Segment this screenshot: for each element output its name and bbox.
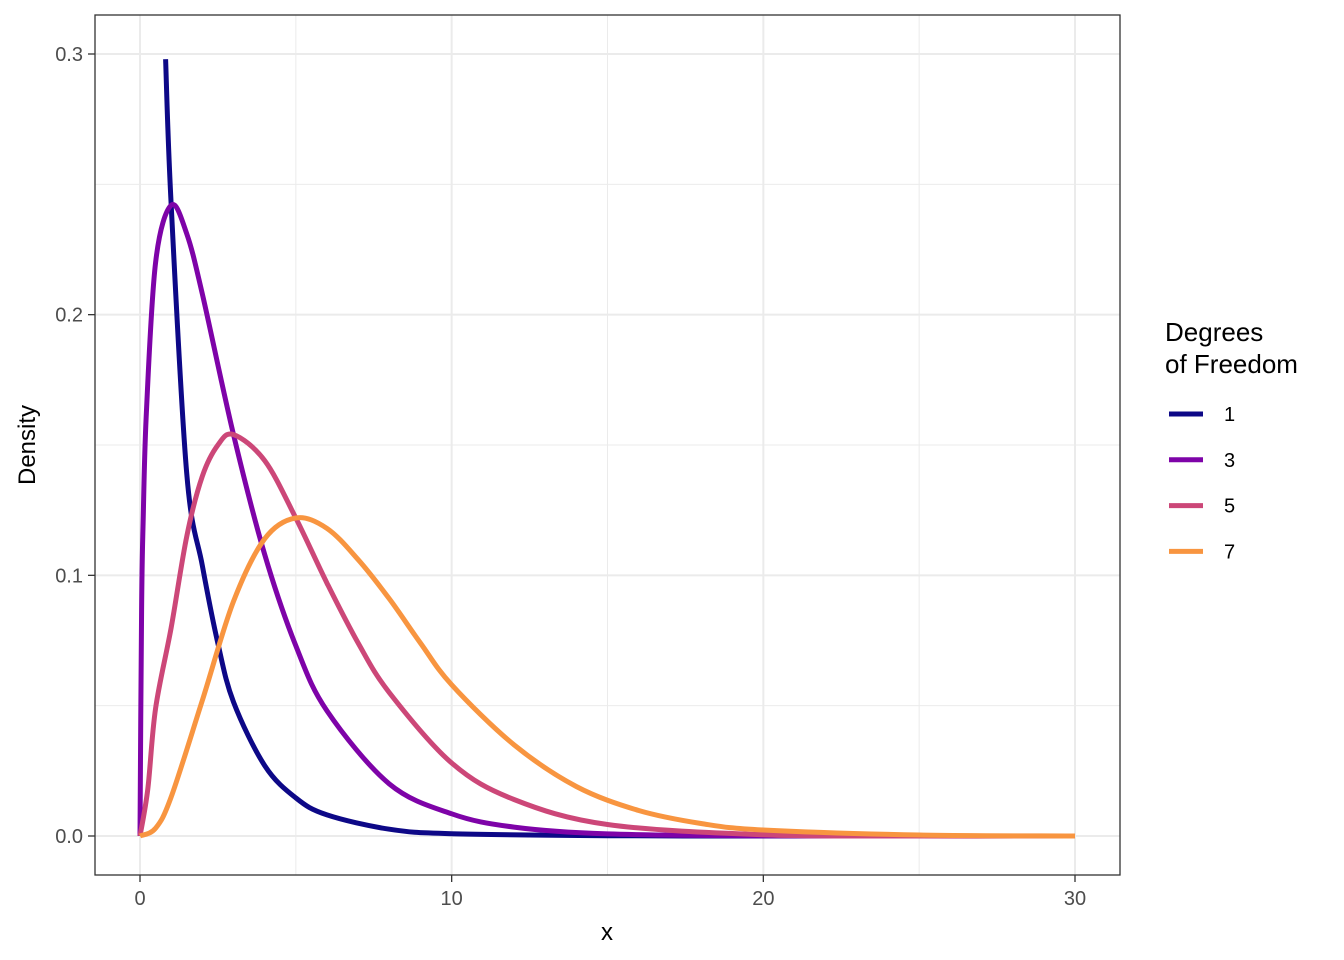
y-tick-label: 0.1 xyxy=(55,565,83,587)
legend-title-line-1: Degrees xyxy=(1165,317,1263,347)
legend-title-line-2: of Freedom xyxy=(1165,349,1298,379)
y-tick-label: 0.0 xyxy=(55,826,83,848)
legend-label-df-1: 1 xyxy=(1224,404,1235,426)
legend-label-df-7: 7 xyxy=(1224,541,1235,563)
x-tick-label: 30 xyxy=(1064,888,1086,910)
x-axis: 0 10 20 30 xyxy=(134,875,1086,910)
legend-items: 1 3 5 7 xyxy=(1169,404,1235,563)
series-line-df-5 xyxy=(137,431,1076,839)
series-line-df-7 xyxy=(138,515,1076,839)
x-tick-label: 20 xyxy=(752,888,774,910)
y-tick-label: 0.2 xyxy=(55,305,83,327)
y-axis: 0.0 0.1 0.2 0.3 xyxy=(55,44,95,848)
y-tick-label: 0.3 xyxy=(55,44,83,66)
x-tick-label: 10 xyxy=(441,888,463,910)
plot-border xyxy=(94,14,1121,876)
legend-item-df-5: 5 xyxy=(1169,496,1235,518)
x-tick-label: 0 xyxy=(134,888,145,910)
y-axis-title: Density xyxy=(14,405,41,485)
legend-item-df-3: 3 xyxy=(1169,450,1235,472)
legend-item-df-1: 1 xyxy=(1169,404,1235,426)
x-axis-title: x xyxy=(601,919,613,946)
minor-gridlines xyxy=(95,15,1120,875)
legend-item-df-7: 7 xyxy=(1169,541,1235,563)
legend-label-df-5: 5 xyxy=(1224,496,1235,518)
legend-label-df-3: 3 xyxy=(1224,450,1235,472)
legend: Degrees of Freedom 1 3 5 7 xyxy=(1165,317,1298,563)
series-lines xyxy=(137,59,1076,839)
